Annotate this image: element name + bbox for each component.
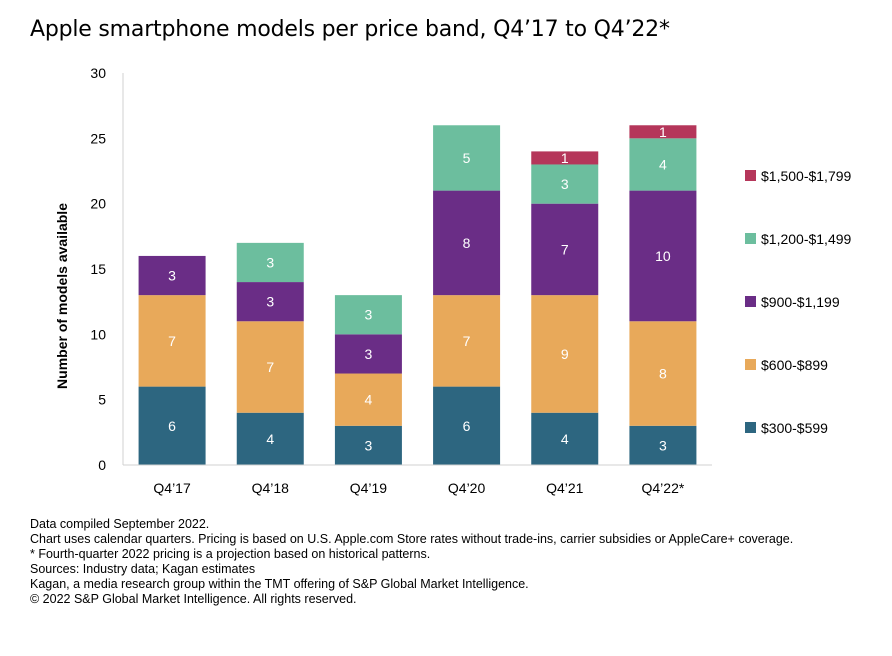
legend-swatch <box>745 170 756 181</box>
data-label: 1 <box>561 150 569 166</box>
y-tick-label: 10 <box>90 326 106 342</box>
bar-segment <box>334 425 402 465</box>
bar-segment <box>236 282 304 322</box>
bar-segment <box>629 321 697 426</box>
x-tick-label: Q4’17 <box>153 480 191 496</box>
data-label: 1 <box>659 124 667 140</box>
bar-segment <box>629 125 697 139</box>
bar-segment <box>334 334 402 374</box>
bar-segment <box>236 321 304 413</box>
data-label: 4 <box>561 431 569 447</box>
bar-segment <box>433 190 501 296</box>
bar-segment <box>531 412 599 465</box>
note-calendar: Chart uses calendar quarters. Pricing is… <box>30 532 794 546</box>
x-tick-label: Q4’21 <box>546 480 584 496</box>
bar-segment <box>236 242 304 283</box>
data-label: 7 <box>463 333 471 349</box>
data-label: 3 <box>365 346 373 362</box>
data-label: 7 <box>266 359 274 375</box>
bar-segment <box>629 138 697 191</box>
bar-segment <box>531 151 599 165</box>
y-tick-label: 15 <box>90 261 106 277</box>
y-tick-label: 30 <box>90 65 106 81</box>
bar-segment <box>334 295 402 335</box>
data-label: 9 <box>561 346 569 362</box>
legend-label: $900-$1,199 <box>761 294 840 310</box>
bar-segment <box>531 295 599 413</box>
x-tick-label: Q4’18 <box>252 480 290 496</box>
data-label: 8 <box>463 235 471 251</box>
x-tick-label: Q4’22* <box>642 480 685 496</box>
data-label: 3 <box>168 268 176 284</box>
note-kagan: Kagan, a media research group within the… <box>30 577 529 591</box>
bar-segment <box>334 373 402 426</box>
data-label: 3 <box>266 254 274 270</box>
legend-swatch <box>745 359 756 370</box>
legend-label: $1,500-$1,799 <box>761 168 852 184</box>
data-label: 7 <box>561 241 569 257</box>
data-label: 6 <box>463 418 471 434</box>
note-projection: * Fourth-quarter 2022 pricing is a proje… <box>30 547 431 561</box>
data-label: 7 <box>168 333 176 349</box>
data-label: 4 <box>266 431 274 447</box>
y-tick-label: 25 <box>90 130 106 146</box>
data-label: 8 <box>659 366 667 382</box>
note-sources: Sources: Industry data; Kagan estimates <box>30 562 256 576</box>
legend-label: $600-$899 <box>761 357 828 373</box>
note-compiled: Data compiled September 2022. <box>30 517 210 531</box>
legend-swatch <box>745 422 756 433</box>
bar-segment <box>138 255 206 296</box>
bar-segment <box>629 425 697 465</box>
data-label: 6 <box>168 418 176 434</box>
legend-label: $300-$599 <box>761 420 828 436</box>
bar-segment <box>433 125 501 191</box>
bar-segment <box>629 190 697 322</box>
note-copyright: © 2022 S&P Global Market Intelligence. A… <box>30 592 357 606</box>
y-tick-label: 0 <box>98 457 106 473</box>
chart-notes: Data compiled September 2022. Chart uses… <box>30 517 870 607</box>
legend-label: $1,200-$1,499 <box>761 231 852 247</box>
data-label: 5 <box>463 150 471 166</box>
y-tick-label: 5 <box>98 392 106 408</box>
bar-segment <box>531 203 599 296</box>
data-label: 3 <box>266 294 274 310</box>
y-axis-title: Number of models available <box>54 203 70 389</box>
bar-segment <box>138 386 206 465</box>
chart-title: Apple smartphone models per price band, … <box>30 17 670 42</box>
legend-swatch <box>745 296 756 307</box>
x-tick-label: Q4’19 <box>350 480 388 496</box>
data-label: 3 <box>659 437 667 453</box>
data-label: 3 <box>365 437 373 453</box>
data-label: 4 <box>365 392 373 408</box>
data-label: 3 <box>365 307 373 323</box>
bar-segment <box>138 295 206 387</box>
x-tick-label: Q4’20 <box>448 480 486 496</box>
y-tick-label: 20 <box>90 196 106 212</box>
data-label: 4 <box>659 156 667 172</box>
bar-segment <box>531 164 599 204</box>
data-label: 3 <box>561 176 569 192</box>
bar-segment <box>433 295 501 387</box>
bar-segment <box>433 386 501 465</box>
data-label: 10 <box>655 248 671 264</box>
legend-swatch <box>745 233 756 244</box>
bar-segment <box>236 412 304 465</box>
